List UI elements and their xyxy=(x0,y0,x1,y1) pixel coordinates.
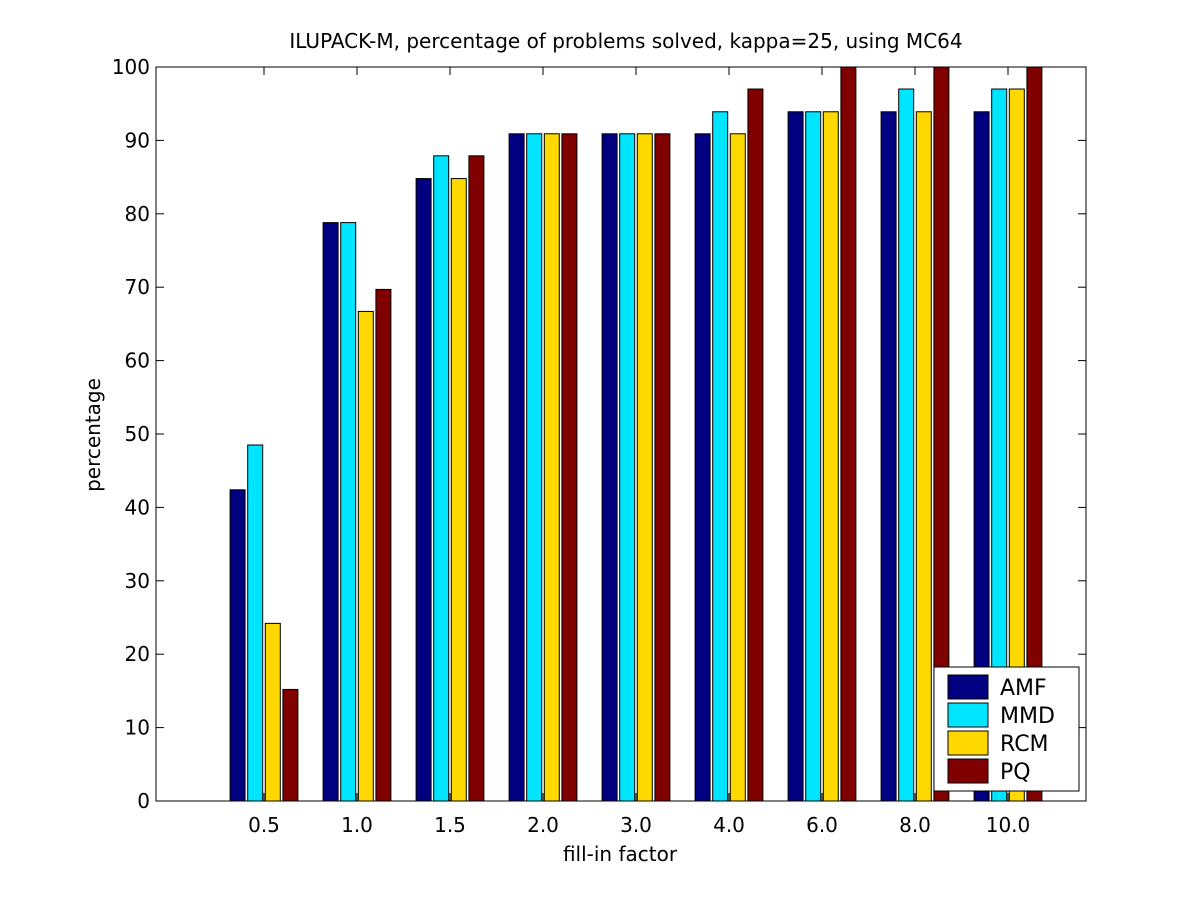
y-tick-label: 40 xyxy=(125,495,150,519)
y-tick-label: 90 xyxy=(125,128,150,152)
legend-label-rcm: RCM xyxy=(1000,732,1049,757)
bar-rcm-4.0 xyxy=(729,133,746,802)
x-tick-label: 6.0 xyxy=(806,813,838,837)
bar-pq-1.5 xyxy=(468,155,485,802)
legend-label-mmd: MMD xyxy=(1000,704,1055,729)
x-tick-label: 10.0 xyxy=(986,813,1031,837)
x-tick-label: 2.0 xyxy=(527,813,559,837)
bar-rcm-10.0 xyxy=(1008,88,1025,802)
x-tick-label: 8.0 xyxy=(899,813,931,837)
bar-amf-4.0 xyxy=(694,133,711,802)
bar-rcm-1.0 xyxy=(357,310,374,802)
x-tick-label: 4.0 xyxy=(713,813,745,837)
y-tick-label: 20 xyxy=(125,642,150,666)
legend: AMF MMD RCM PQ xyxy=(933,666,1080,792)
bar-rcm-3.0 xyxy=(636,133,653,802)
y-tick-label: 50 xyxy=(125,422,150,446)
y-tick-label: 0 xyxy=(137,789,150,813)
chart-title: ILUPACK-M, percentage of problems solved… xyxy=(289,29,962,53)
bar-rcm-1.5 xyxy=(450,178,467,802)
bar-mmd-2.0 xyxy=(526,133,543,802)
bar-mmd-10.0 xyxy=(991,88,1008,802)
x-tick-label: 1.0 xyxy=(341,813,373,837)
bar-amf-8.0 xyxy=(880,111,897,802)
x-tick-label: 0.5 xyxy=(248,813,280,837)
legend-label-amf: AMF xyxy=(1000,676,1047,701)
bar-mmd-4.0 xyxy=(712,111,729,802)
bar-pq-1.0 xyxy=(375,288,392,802)
bar-mmd-3.0 xyxy=(619,133,636,802)
plot-area: 0.5 1.0 1.5 2.0 3.0 4.0 6.0 8.0 10.0 0 10 20 30 40 50 6… xyxy=(112,55,1087,837)
x-tick-label: 3.0 xyxy=(620,813,652,837)
bar-pq-8.0 xyxy=(933,66,950,802)
legend-swatch-pq xyxy=(947,758,989,784)
y-tick-label: 80 xyxy=(125,202,150,226)
bar-rcm-0.5 xyxy=(264,622,281,802)
legend-swatch-mmd xyxy=(947,702,989,728)
bar-pq-10.0 xyxy=(1026,66,1043,802)
bar-amf-1.0 xyxy=(322,222,339,802)
bar-mmd-6.0 xyxy=(805,111,822,802)
y-tick-label: 60 xyxy=(125,349,150,373)
bar-amf-1.5 xyxy=(415,178,432,802)
bar-amf-0.5 xyxy=(229,489,246,802)
bar-rcm-2.0 xyxy=(543,133,560,802)
y-tick-label: 70 xyxy=(125,275,150,299)
bar-mmd-0.5 xyxy=(247,444,264,802)
y-axis-label: percentage xyxy=(81,378,105,492)
bar-pq-0.5 xyxy=(282,688,299,802)
y-tick-label: 100 xyxy=(112,55,150,79)
bar-pq-2.0 xyxy=(561,133,578,802)
bar-pq-6.0 xyxy=(840,66,857,802)
legend-label-pq: PQ xyxy=(1000,760,1031,785)
legend-swatch-rcm xyxy=(947,730,989,756)
bar-amf-3.0 xyxy=(601,133,618,802)
x-tick-label: 1.5 xyxy=(434,813,466,837)
bar-pq-3.0 xyxy=(654,133,671,802)
x-axis-label: fill-in factor xyxy=(563,842,678,866)
bar-rcm-6.0 xyxy=(822,111,839,802)
bar-amf-10.0 xyxy=(973,111,990,802)
bar-rcm-8.0 xyxy=(915,111,932,802)
y-tick-label: 30 xyxy=(125,569,150,593)
y-tick-label: 10 xyxy=(125,716,150,740)
bar-mmd-8.0 xyxy=(898,88,915,802)
bar-amf-2.0 xyxy=(508,133,525,802)
legend-swatch-amf xyxy=(947,674,989,700)
bar-amf-6.0 xyxy=(787,111,804,802)
bar-pq-4.0 xyxy=(747,88,764,802)
bar-mmd-1.0 xyxy=(340,222,357,802)
bar-mmd-1.5 xyxy=(433,155,450,802)
